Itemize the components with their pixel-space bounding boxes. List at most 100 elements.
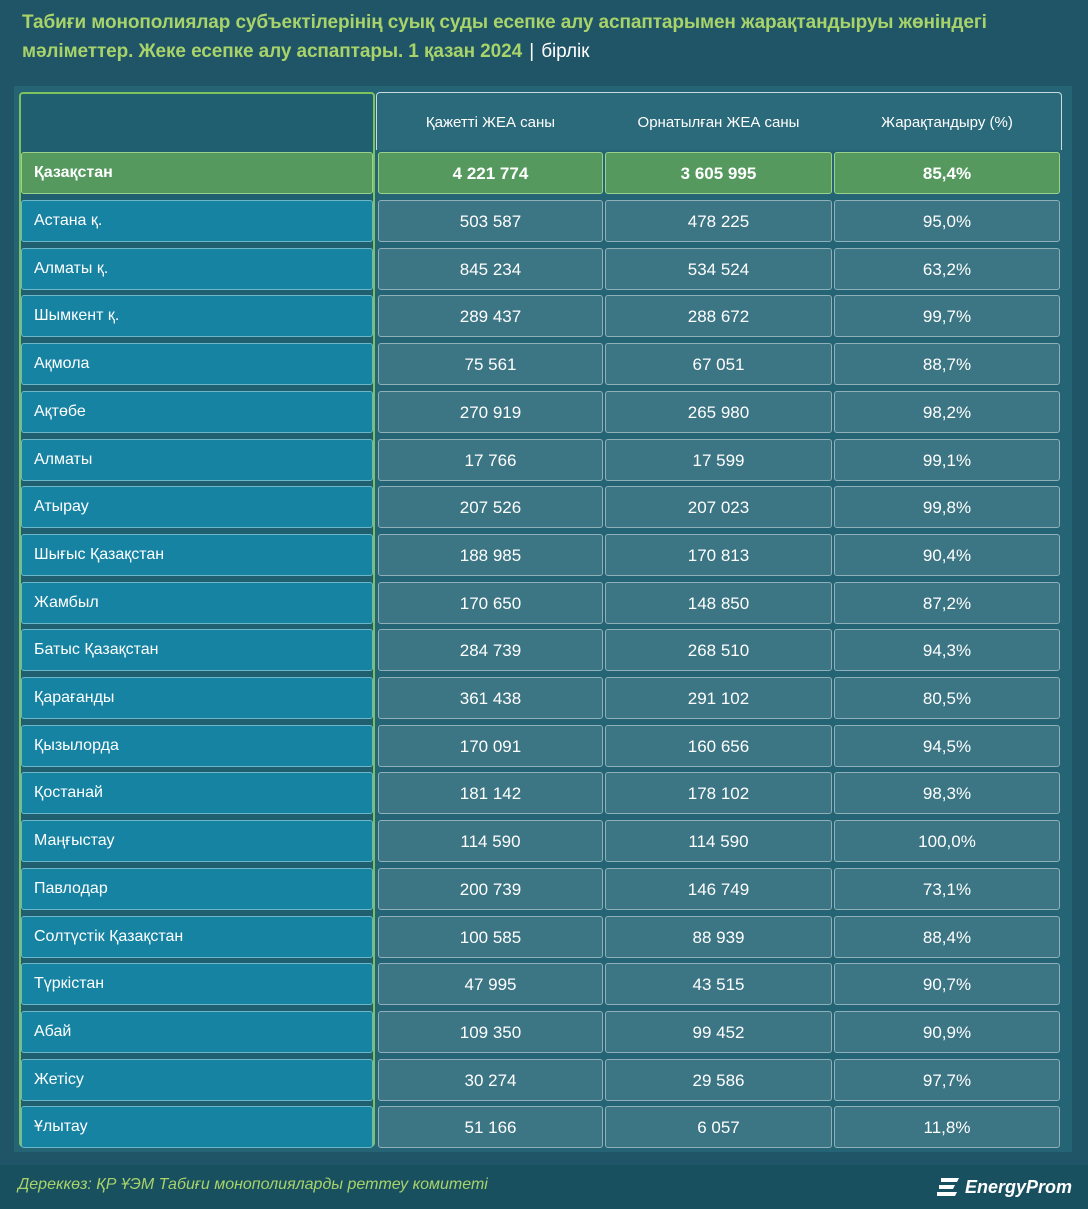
region-name: Қарағанды — [21, 677, 373, 719]
title-unit: бірлік — [541, 41, 590, 62]
table-row: Түркістан 47 995 43 515 90,7% — [0, 963, 1088, 1005]
installed-count: 478 225 — [605, 200, 832, 242]
required-count: 270 919 — [378, 391, 603, 433]
total-installed: 3 605 995 — [605, 152, 832, 194]
table-row-total: Қазақстан 4 221 774 3 605 995 85,4% — [0, 152, 1088, 194]
region-name: Ақтөбе — [21, 391, 373, 433]
table-row: Қарағанды 361 438 291 102 80,5% — [0, 677, 1088, 719]
installed-count: 29 586 — [605, 1059, 832, 1101]
equipped-percent: 80,5% — [834, 677, 1060, 719]
region-name: Астана қ. — [21, 200, 373, 242]
table-row: Шығыс Қазақстан 188 985 170 813 90,4% — [0, 534, 1088, 576]
table-row: Алматы 17 766 17 599 99,1% — [0, 439, 1088, 481]
footer: Дереккөз: ҚР ҰЭМ Табиғи монополияларды р… — [0, 1165, 1088, 1209]
table-row: Жетісу 30 274 29 586 97,7% — [0, 1059, 1088, 1101]
installed-count: 114 590 — [605, 820, 832, 862]
equipped-percent: 99,7% — [834, 295, 1060, 337]
brand-logo: EnergyProm — [936, 1174, 1072, 1200]
region-name: Шығыс Қазақстан — [21, 534, 373, 576]
equipped-percent: 95,0% — [834, 200, 1060, 242]
logo-text: EnergyProm — [964, 1176, 1072, 1197]
source-note: Дереккөз: ҚР ҰЭМ Табиғи монополияларды р… — [18, 1176, 488, 1193]
required-count: 200 739 — [378, 868, 603, 910]
table-row: Абай 109 350 99 452 90,9% — [0, 1011, 1088, 1053]
required-count: 361 438 — [378, 677, 603, 719]
installed-count: 148 850 — [605, 582, 832, 624]
equipped-percent: 90,7% — [834, 963, 1060, 1005]
table-header-frame — [376, 92, 1062, 150]
installed-count: 146 749 — [605, 868, 832, 910]
table-row: Алматы қ. 845 234 534 524 63,2% — [0, 248, 1088, 290]
required-count: 845 234 — [378, 248, 603, 290]
equipped-percent: 63,2% — [834, 248, 1060, 290]
required-count: 207 526 — [378, 486, 603, 528]
region-name: Қызылорда — [21, 725, 373, 767]
required-count: 75 561 — [378, 343, 603, 385]
column-header-percent: Жарақтандыру (%) — [881, 114, 1013, 131]
equipped-percent: 87,2% — [834, 582, 1060, 624]
equipped-percent: 94,3% — [834, 629, 1060, 671]
title-text: Табиғи монополиялар субъектілерінің суық… — [22, 12, 987, 62]
region-name: Қостанай — [21, 772, 373, 814]
page-title: Табиғи монополиялар субъектілерінің суық… — [22, 8, 1072, 66]
equipped-percent: 90,9% — [834, 1011, 1060, 1053]
installed-count: 268 510 — [605, 629, 832, 671]
installed-count: 67 051 — [605, 343, 832, 385]
required-count: 170 091 — [378, 725, 603, 767]
required-count: 51 166 — [378, 1106, 603, 1148]
region-name: Ақмола — [21, 343, 373, 385]
table-row: Жамбыл 170 650 148 850 87,2% — [0, 582, 1088, 624]
required-count: 109 350 — [378, 1011, 603, 1053]
table-row: Ақмола 75 561 67 051 88,7% — [0, 343, 1088, 385]
required-count: 170 650 — [378, 582, 603, 624]
table-row: Маңғыстау 114 590 114 590 100,0% — [0, 820, 1088, 862]
total-name: Қазақстан — [21, 152, 373, 194]
required-count: 30 274 — [378, 1059, 603, 1101]
region-name: Жетісу — [21, 1059, 373, 1101]
title-separator: | — [529, 41, 535, 62]
installed-count: 88 939 — [605, 916, 832, 958]
table-row: Қызылорда 170 091 160 656 94,5% — [0, 725, 1088, 767]
installed-count: 178 102 — [605, 772, 832, 814]
equipped-percent: 73,1% — [834, 868, 1060, 910]
column-header-required: Қажетті ЖЕА саны — [425, 114, 556, 131]
region-name: Шымкент қ. — [21, 295, 373, 337]
region-name: Абай — [21, 1011, 373, 1053]
installed-count: 160 656 — [605, 725, 832, 767]
region-name: Алматы қ. — [21, 248, 373, 290]
equipped-percent: 11,8% — [834, 1106, 1060, 1148]
region-name: Солтүстік Қазақстан — [21, 916, 373, 958]
table-row: Батыс Қазақстан 284 739 268 510 94,3% — [0, 629, 1088, 671]
installed-count: 288 672 — [605, 295, 832, 337]
required-count: 503 587 — [378, 200, 603, 242]
installed-count: 17 599 — [605, 439, 832, 481]
region-name: Атырау — [21, 486, 373, 528]
installed-count: 265 980 — [605, 391, 832, 433]
equipped-percent: 90,4% — [834, 534, 1060, 576]
equipped-percent: 88,4% — [834, 916, 1060, 958]
equipped-percent: 98,2% — [834, 391, 1060, 433]
required-count: 181 142 — [378, 772, 603, 814]
installed-count: 534 524 — [605, 248, 832, 290]
table-row: Қостанай 181 142 178 102 98,3% — [0, 772, 1088, 814]
installed-count: 291 102 — [605, 677, 832, 719]
total-required: 4 221 774 — [378, 152, 603, 194]
installed-count: 207 023 — [605, 486, 832, 528]
required-count: 47 995 — [378, 963, 603, 1005]
region-name: Жамбыл — [21, 582, 373, 624]
table-row: Солтүстік Қазақстан 100 585 88 939 88,4% — [0, 916, 1088, 958]
table-row: Астана қ. 503 587 478 225 95,0% — [0, 200, 1088, 242]
installed-count: 170 813 — [605, 534, 832, 576]
equipped-percent: 100,0% — [834, 820, 1060, 862]
required-count: 17 766 — [378, 439, 603, 481]
required-count: 114 590 — [378, 820, 603, 862]
column-header-installed: Орнатылған ЖЕА саны — [637, 114, 800, 131]
equipped-percent: 99,8% — [834, 486, 1060, 528]
required-count: 100 585 — [378, 916, 603, 958]
installed-count: 6 057 — [605, 1106, 832, 1148]
required-count: 188 985 — [378, 534, 603, 576]
table-row: Павлодар 200 739 146 749 73,1% — [0, 868, 1088, 910]
required-count: 284 739 — [378, 629, 603, 671]
region-name: Маңғыстау — [21, 820, 373, 862]
installed-count: 43 515 — [605, 963, 832, 1005]
